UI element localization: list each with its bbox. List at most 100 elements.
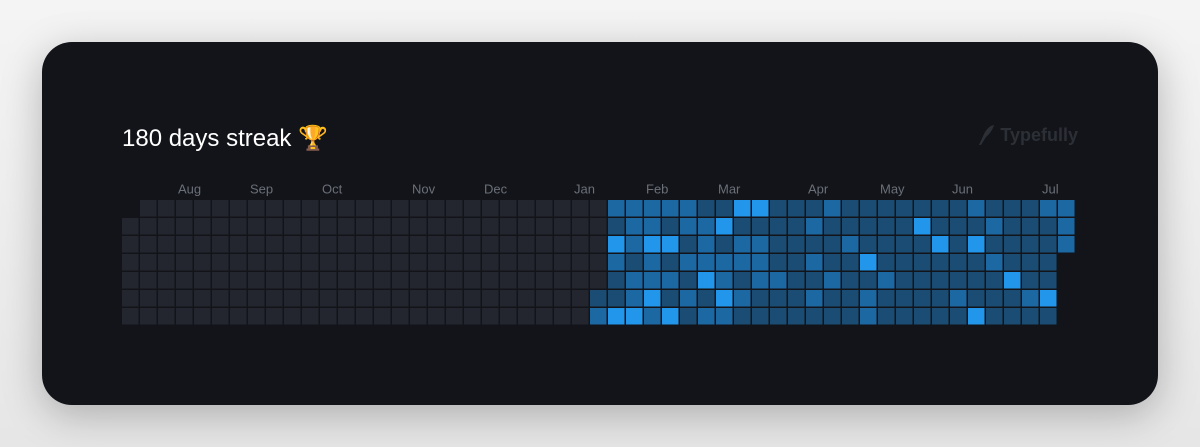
day-cell [950, 200, 967, 217]
day-cell [374, 308, 391, 325]
day-cell [518, 272, 535, 289]
day-cell [248, 200, 265, 217]
day-cell [914, 290, 931, 307]
day-cell [698, 236, 715, 253]
day-cell [572, 254, 589, 271]
day-cell [986, 236, 1003, 253]
brand-name: Typefully [1000, 124, 1078, 145]
day-cell [536, 200, 553, 217]
day-cell [968, 236, 985, 253]
day-cell [302, 218, 319, 235]
day-cell [896, 272, 913, 289]
day-cell [158, 272, 175, 289]
day-cell [428, 200, 445, 217]
day-cell [554, 308, 571, 325]
day-cell [500, 272, 517, 289]
day-cell [752, 236, 769, 253]
day-cell [968, 218, 985, 235]
day-cell [266, 272, 283, 289]
day-cell [158, 308, 175, 325]
day-cell [374, 218, 391, 235]
day-cell [1040, 308, 1057, 325]
day-cell [860, 272, 877, 289]
day-cell [1022, 254, 1039, 271]
day-cell [590, 290, 607, 307]
month-label: Aug [178, 181, 201, 196]
day-cell [212, 236, 229, 253]
day-cell [122, 290, 139, 307]
day-cell [428, 218, 445, 235]
day-cell [644, 254, 661, 271]
day-cell [662, 218, 679, 235]
day-cell [320, 272, 337, 289]
day-cell [824, 272, 841, 289]
day-cell [482, 218, 499, 235]
day-cell [698, 308, 715, 325]
day-cell [788, 308, 805, 325]
day-cell [680, 290, 697, 307]
day-cell [1004, 290, 1021, 307]
day-cell [752, 254, 769, 271]
day-cell [1040, 200, 1057, 217]
day-cell [734, 200, 751, 217]
day-cell [680, 308, 697, 325]
day-cell [860, 290, 877, 307]
day-cell [1022, 218, 1039, 235]
day-cell [572, 200, 589, 217]
day-cell [248, 308, 265, 325]
day-cell [500, 290, 517, 307]
day-cell [392, 290, 409, 307]
day-cell [194, 272, 211, 289]
day-cell [590, 200, 607, 217]
day-cell [824, 290, 841, 307]
day-cell [914, 254, 931, 271]
day-cell [410, 272, 427, 289]
day-cell [626, 254, 643, 271]
day-cell [950, 308, 967, 325]
month-label: Mar [718, 181, 741, 196]
day-cell [950, 254, 967, 271]
day-cell [860, 236, 877, 253]
day-cell [500, 308, 517, 325]
day-cell [842, 236, 859, 253]
day-cell [266, 236, 283, 253]
day-cell [644, 200, 661, 217]
day-cell [932, 236, 949, 253]
day-cell [176, 254, 193, 271]
day-cell [194, 290, 211, 307]
day-cell [266, 200, 283, 217]
day-cell [950, 272, 967, 289]
day-cell [590, 236, 607, 253]
day-cell [140, 254, 157, 271]
day-cell [860, 200, 877, 217]
day-cell [734, 308, 751, 325]
day-cell [446, 200, 463, 217]
day-cell [212, 254, 229, 271]
day-cell [716, 236, 733, 253]
day-cell [680, 218, 697, 235]
day-cell [770, 236, 787, 253]
month-label: May [880, 181, 905, 196]
day-cell [932, 308, 949, 325]
day-cell [428, 272, 445, 289]
day-cell [590, 308, 607, 325]
day-cell [1040, 272, 1057, 289]
day-cell [1058, 236, 1075, 253]
day-cell [212, 272, 229, 289]
title: 180 days streak 🏆 [122, 125, 328, 152]
day-cell [446, 308, 463, 325]
day-cell [410, 254, 427, 271]
day-cell [338, 290, 355, 307]
day-cell [662, 200, 679, 217]
day-cell [662, 236, 679, 253]
day-cell [554, 236, 571, 253]
day-cell [1004, 218, 1021, 235]
day-cell [788, 272, 805, 289]
brand[interactable]: Typefully [976, 124, 1078, 146]
day-cell [662, 254, 679, 271]
day-cell [356, 200, 373, 217]
day-cell [752, 308, 769, 325]
day-cell [716, 272, 733, 289]
day-cell [410, 308, 427, 325]
